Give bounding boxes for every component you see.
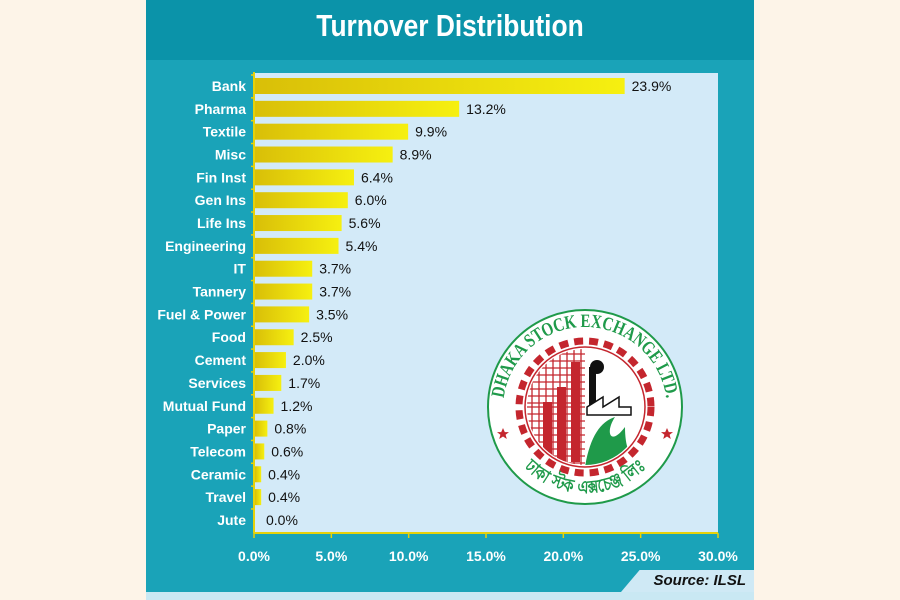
category-label: Textile xyxy=(203,124,247,140)
category-label: Paper xyxy=(207,421,246,437)
bar-travel xyxy=(255,489,262,506)
title-bar: Turnover Distribution xyxy=(146,0,754,60)
category-label: IT xyxy=(234,261,247,277)
bar-pharma xyxy=(255,100,460,117)
value-label: 5.6% xyxy=(349,215,381,231)
bar-tannery xyxy=(255,283,313,300)
value-label: 23.9% xyxy=(632,78,672,94)
bar-mutual-fund xyxy=(255,397,274,414)
value-label: 5.4% xyxy=(346,238,378,254)
bar-telecom xyxy=(255,443,265,460)
x-tick-label: 10.0% xyxy=(389,548,429,564)
dse-logo: DHAKA STOCK EXCHANGE LTD. ঢাকা স্টক এক্স… xyxy=(487,309,683,505)
category-label: Misc xyxy=(215,147,246,163)
value-label: 0.4% xyxy=(268,466,300,482)
value-label: 6.0% xyxy=(355,192,387,208)
logo-star-right xyxy=(661,428,673,439)
category-label: Bank xyxy=(212,78,246,94)
category-label: Pharma xyxy=(195,101,247,117)
value-label: 2.5% xyxy=(301,329,333,345)
value-label: 13.2% xyxy=(466,101,506,117)
bottom-strip xyxy=(146,592,754,600)
category-label: Engineering xyxy=(165,238,246,254)
x-tick-label: 25.0% xyxy=(621,548,661,564)
x-tick-label: 5.0% xyxy=(315,548,347,564)
source-box xyxy=(621,570,754,592)
bar-cement xyxy=(255,352,286,369)
bar-life-ins xyxy=(255,215,342,232)
category-label: Tannery xyxy=(193,284,247,300)
chart-title: Turnover Distribution xyxy=(316,8,584,43)
bar-services xyxy=(255,374,282,391)
bar-gen-ins xyxy=(255,192,348,209)
x-tick-label: 15.0% xyxy=(466,548,506,564)
bar-engineering xyxy=(255,237,339,254)
value-label: 3.5% xyxy=(316,306,348,322)
value-label: 6.4% xyxy=(361,169,393,185)
value-label: 0.6% xyxy=(271,443,303,459)
value-label: 1.7% xyxy=(288,375,320,391)
value-label: 0.0% xyxy=(266,512,298,528)
category-label: Food xyxy=(212,329,246,345)
category-label: Telecom xyxy=(190,443,246,459)
category-label: Ceramic xyxy=(191,466,246,482)
value-label: 8.9% xyxy=(400,147,432,163)
bar-fuel-power xyxy=(255,306,310,323)
bar-it xyxy=(255,260,313,277)
category-label: Mutual Fund xyxy=(163,398,246,414)
category-label: Fin Inst xyxy=(196,169,246,185)
category-label: Travel xyxy=(206,489,246,505)
value-label: 3.7% xyxy=(319,261,351,277)
value-label: 3.7% xyxy=(319,284,351,300)
value-label: 0.4% xyxy=(268,489,300,505)
category-label: Jute xyxy=(217,512,246,528)
bar-ceramic xyxy=(255,466,262,483)
category-label: Life Ins xyxy=(197,215,246,231)
value-label: 9.9% xyxy=(415,124,447,140)
bar-textile xyxy=(255,123,409,140)
source-label: Source: ILSL xyxy=(653,572,746,589)
category-label: Services xyxy=(188,375,246,391)
x-tick-label: 30.0% xyxy=(698,548,738,564)
x-tick-label: 0.0% xyxy=(238,548,270,564)
bar-bank xyxy=(255,78,625,94)
bar-paper xyxy=(255,420,268,437)
value-label: 2.0% xyxy=(293,352,325,368)
bar-misc xyxy=(255,146,393,163)
value-label: 0.8% xyxy=(274,421,306,437)
category-label: Gen Ins xyxy=(195,192,247,208)
logo-star-left xyxy=(497,428,509,439)
value-label: 1.2% xyxy=(281,398,313,414)
bar-food xyxy=(255,329,294,346)
category-label: Cement xyxy=(195,352,247,368)
x-tick-label: 20.0% xyxy=(543,548,583,564)
category-label: Fuel & Power xyxy=(157,306,246,322)
bar-fin-inst xyxy=(255,169,354,186)
